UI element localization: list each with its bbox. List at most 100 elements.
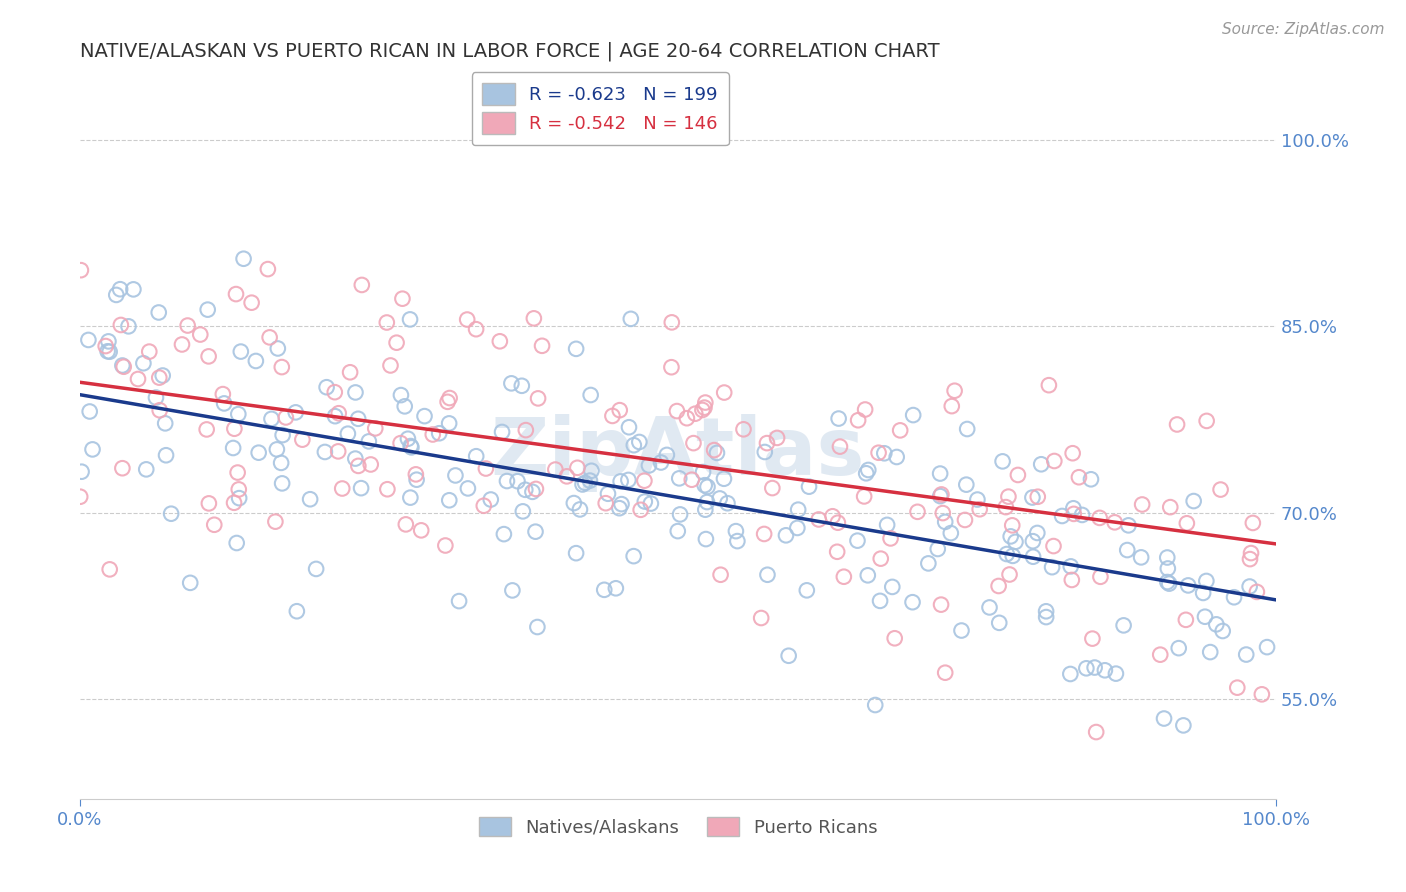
Point bbox=[882, 580, 904, 594]
Point bbox=[1223, 591, 1246, 605]
Point bbox=[1167, 641, 1189, 656]
Point bbox=[1153, 712, 1175, 726]
Point bbox=[267, 342, 290, 356]
Point bbox=[344, 385, 367, 400]
Point bbox=[1076, 661, 1098, 675]
Point bbox=[396, 432, 419, 446]
Point bbox=[1246, 585, 1268, 599]
Point bbox=[1205, 617, 1227, 632]
Point bbox=[323, 409, 346, 424]
Point bbox=[623, 438, 645, 452]
Text: NATIVE/ALASKAN VS PUERTO RICAN IN LABOR FORCE | AGE 20-64 CORRELATION CHART: NATIVE/ALASKAN VS PUERTO RICAN IN LABOR … bbox=[80, 42, 939, 62]
Point bbox=[188, 327, 211, 342]
Point bbox=[247, 445, 270, 459]
Point bbox=[610, 497, 633, 511]
Point bbox=[457, 482, 479, 496]
Point bbox=[1256, 640, 1278, 654]
Point bbox=[135, 462, 157, 476]
Point bbox=[821, 509, 844, 524]
Point bbox=[377, 482, 399, 496]
Point bbox=[1071, 508, 1094, 522]
Point bbox=[284, 405, 307, 419]
Point bbox=[1000, 529, 1022, 543]
Point bbox=[650, 456, 672, 470]
Point bbox=[579, 474, 602, 488]
Point bbox=[350, 277, 373, 292]
Point bbox=[846, 413, 869, 427]
Point bbox=[761, 481, 783, 495]
Point bbox=[1038, 378, 1060, 392]
Point bbox=[633, 474, 655, 488]
Point bbox=[138, 344, 160, 359]
Point bbox=[869, 594, 891, 608]
Point bbox=[1156, 574, 1178, 589]
Point bbox=[97, 344, 120, 359]
Point bbox=[766, 431, 789, 445]
Point bbox=[1059, 667, 1081, 681]
Point bbox=[444, 468, 467, 483]
Point bbox=[411, 524, 433, 538]
Point bbox=[655, 448, 678, 462]
Point bbox=[271, 428, 294, 442]
Point bbox=[1062, 446, 1084, 460]
Point bbox=[1239, 580, 1261, 594]
Point bbox=[696, 495, 718, 509]
Point bbox=[394, 400, 416, 414]
Point bbox=[212, 396, 235, 410]
Point bbox=[364, 421, 387, 435]
Point bbox=[274, 410, 297, 425]
Point bbox=[224, 422, 246, 436]
Point bbox=[695, 532, 717, 546]
Point bbox=[257, 262, 280, 277]
Point bbox=[1022, 534, 1045, 549]
Point bbox=[956, 422, 979, 436]
Point bbox=[1234, 648, 1257, 662]
Point bbox=[617, 420, 640, 434]
Point bbox=[693, 401, 716, 415]
Point bbox=[638, 458, 661, 473]
Point bbox=[567, 460, 589, 475]
Point bbox=[285, 604, 308, 618]
Point bbox=[695, 502, 717, 516]
Point bbox=[225, 287, 247, 301]
Point bbox=[1239, 552, 1261, 566]
Point bbox=[602, 409, 624, 423]
Point bbox=[270, 456, 292, 470]
Point bbox=[665, 404, 688, 418]
Point bbox=[1081, 632, 1104, 646]
Point bbox=[449, 594, 471, 608]
Point bbox=[323, 385, 346, 400]
Point bbox=[399, 491, 422, 505]
Point bbox=[344, 451, 367, 466]
Point bbox=[259, 330, 281, 344]
Point bbox=[506, 474, 529, 488]
Point bbox=[749, 611, 772, 625]
Point bbox=[628, 434, 651, 449]
Point bbox=[271, 476, 294, 491]
Point bbox=[934, 665, 956, 680]
Point bbox=[571, 477, 593, 491]
Point bbox=[593, 582, 616, 597]
Point bbox=[527, 392, 550, 406]
Point bbox=[661, 315, 683, 329]
Point bbox=[98, 562, 121, 576]
Point bbox=[1240, 546, 1263, 560]
Point bbox=[807, 512, 830, 526]
Point bbox=[523, 311, 546, 326]
Point bbox=[1241, 516, 1264, 530]
Point bbox=[669, 508, 692, 522]
Point bbox=[176, 318, 198, 333]
Point bbox=[932, 506, 955, 520]
Point bbox=[605, 582, 627, 596]
Point bbox=[148, 305, 170, 319]
Point bbox=[703, 443, 725, 458]
Point bbox=[855, 467, 877, 481]
Point bbox=[953, 513, 976, 527]
Point bbox=[917, 557, 939, 571]
Point bbox=[385, 335, 408, 350]
Point bbox=[998, 567, 1021, 582]
Point bbox=[725, 534, 748, 549]
Point bbox=[1159, 576, 1181, 591]
Point bbox=[228, 483, 250, 497]
Point bbox=[1001, 549, 1024, 563]
